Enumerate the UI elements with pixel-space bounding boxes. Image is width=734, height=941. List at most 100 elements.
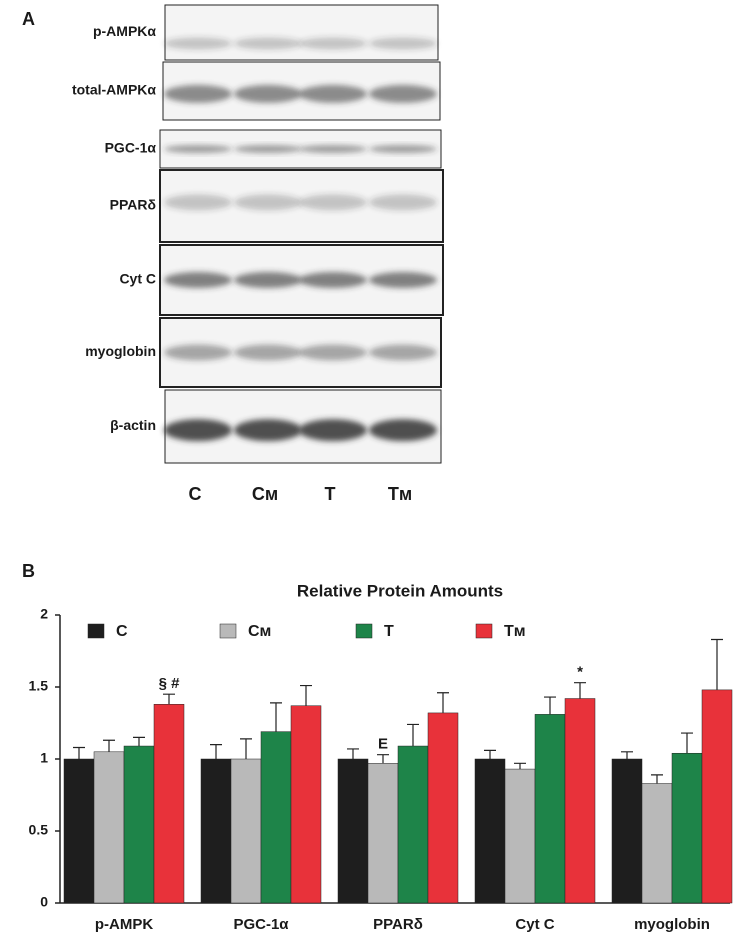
bar (63, 758, 95, 904)
blot-band (234, 419, 302, 442)
bar (290, 705, 322, 904)
bar (671, 752, 703, 904)
blot-band (234, 84, 302, 103)
bar (701, 689, 733, 904)
legend-swatch (355, 623, 373, 639)
bar (534, 714, 566, 904)
error-bar (574, 682, 586, 699)
bar (397, 745, 429, 904)
bar (611, 758, 643, 904)
blot-band (164, 344, 232, 361)
panel-label: B (22, 561, 35, 581)
legend-swatch (475, 623, 493, 639)
blot-band (369, 419, 437, 442)
blot-band (164, 194, 232, 211)
x-tick-label: Cyt C (515, 916, 554, 933)
error-bar (711, 638, 723, 690)
error-bar (270, 702, 282, 732)
blot-row-label: β-actin (110, 417, 156, 433)
annotation: * (577, 664, 583, 681)
blot-band (299, 84, 367, 103)
y-tick-label: 0.5 (29, 822, 49, 838)
blot-band (164, 37, 232, 50)
blot-band (234, 344, 302, 361)
blot-band (369, 37, 437, 50)
bar (260, 731, 292, 904)
error-bar (73, 746, 85, 759)
error-bar (514, 762, 526, 770)
error-bar (484, 749, 496, 759)
lane-label: Tᴍ (388, 484, 412, 504)
x-tick-label: myoglobin (634, 916, 710, 933)
blot-band (164, 419, 232, 442)
y-tick-label: 1 (40, 750, 48, 766)
error-bar (133, 736, 145, 747)
blot-band (234, 37, 302, 50)
blot-band (299, 272, 367, 288)
error-bar (300, 684, 312, 706)
blot-band (164, 84, 232, 103)
blot-row-label: total-AMPKα (72, 82, 156, 98)
error-bar (347, 748, 359, 759)
annotation: § # (159, 675, 181, 692)
annotation: E (378, 736, 388, 753)
y-tick-label: 0 (40, 894, 48, 910)
legend-label: C (116, 623, 128, 640)
blot-band (369, 194, 437, 211)
blot-band (369, 272, 437, 288)
panel-label: A (22, 9, 35, 29)
blot-band (369, 344, 437, 361)
blot-row-label: Cyt C (119, 271, 156, 287)
error-bar (681, 732, 693, 754)
legend-label: T (384, 623, 394, 640)
legend-label: Tᴍ (504, 623, 526, 640)
error-bar (407, 723, 419, 747)
bar (474, 758, 506, 904)
error-bar (651, 774, 663, 784)
chart-title: Relative Protein Amounts (297, 581, 503, 600)
blot-band (299, 145, 367, 153)
bar (93, 751, 125, 904)
x-tick-label: PGC-1α (233, 916, 289, 933)
error-bar (103, 739, 115, 752)
error-bar (437, 692, 449, 713)
legend-swatch (219, 623, 237, 639)
error-bar (544, 696, 556, 715)
legend-swatch (87, 623, 105, 639)
blot-band (234, 145, 302, 153)
error-bar (240, 738, 252, 759)
bar (427, 712, 459, 904)
blot-band (369, 84, 437, 103)
blot-band (164, 272, 232, 288)
legend-label: Cᴍ (248, 623, 271, 640)
blot-row-label: p-AMPKα (93, 23, 156, 39)
blot-band (299, 419, 367, 442)
bar (504, 768, 536, 904)
error-bar (163, 693, 175, 705)
blot-row-label: PPARδ (110, 197, 156, 213)
blot-frame (164, 4, 439, 61)
blot-band (299, 37, 367, 50)
x-tick-label: p-AMPK (95, 916, 153, 933)
blot-band (234, 272, 302, 288)
error-bar (621, 751, 633, 759)
blot-band (234, 194, 302, 211)
blot-row-label: PGC-1α (105, 140, 157, 156)
lane-label: Cᴍ (252, 484, 278, 504)
error-bar (377, 754, 389, 764)
bar (230, 758, 262, 904)
bar (123, 745, 155, 904)
blot-row-label: myoglobin (85, 343, 156, 359)
bar (367, 763, 399, 904)
blot-band (299, 344, 367, 361)
bar (153, 704, 185, 904)
bar (200, 758, 232, 904)
y-tick-label: 1.5 (29, 678, 49, 694)
blot-band (164, 145, 232, 153)
x-tick-label: PPARδ (373, 916, 423, 933)
blot-band (369, 145, 437, 153)
bar (564, 698, 596, 904)
lane-label: C (189, 484, 202, 504)
y-tick-label: 2 (40, 606, 48, 622)
